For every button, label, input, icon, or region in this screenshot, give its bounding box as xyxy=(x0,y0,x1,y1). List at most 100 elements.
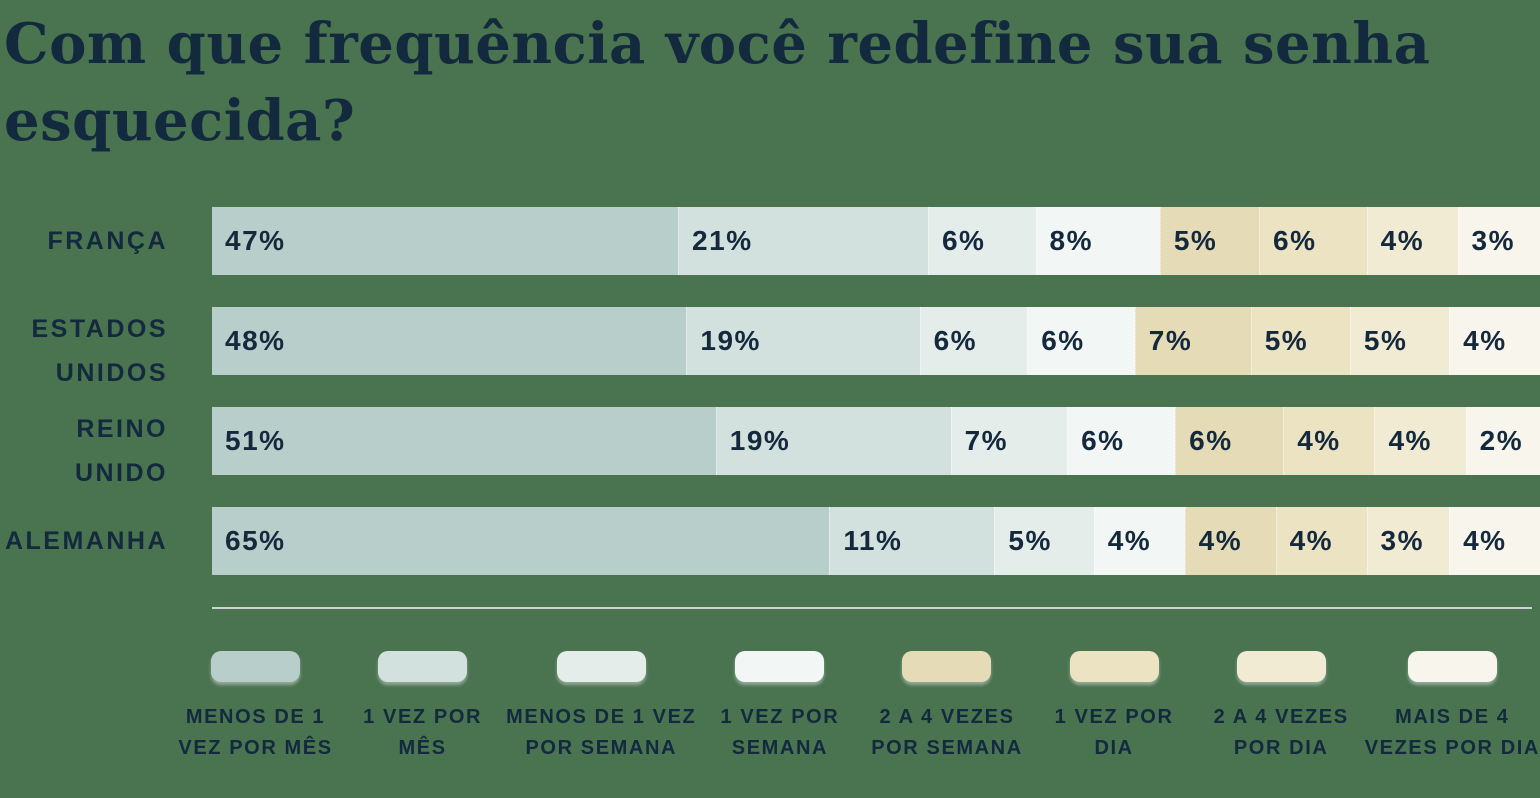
legend-label: MENOS DE 1 VEZ POR SEMANA xyxy=(506,702,696,764)
segment-value-label: 5% xyxy=(1008,525,1052,556)
bar-segment: 7% xyxy=(950,407,1068,475)
category-label: REINO UNIDO xyxy=(0,407,212,495)
legend-label: 2 A 4 VEZES POR SEMANA xyxy=(871,702,1023,764)
legend-swatch xyxy=(1069,651,1159,682)
bar-segment: 2% xyxy=(1465,407,1540,475)
legend-swatch xyxy=(735,651,825,682)
segment-value-label: 4% xyxy=(1463,325,1507,356)
segment-value-label: 19% xyxy=(700,325,761,356)
legend-label-line: VEZ POR MÊS xyxy=(178,737,333,759)
segment-value-label: 11% xyxy=(843,525,903,556)
bar-segment: 3% xyxy=(1366,507,1450,575)
bar-segment: 21% xyxy=(678,207,928,275)
bar-segment: 4% xyxy=(1449,307,1540,375)
bar-segment: 5% xyxy=(1159,207,1260,275)
segment-value-label: 6% xyxy=(1081,425,1125,456)
legend-label-line: SEMANA xyxy=(731,737,829,759)
bar-segment: 4% xyxy=(1366,207,1458,275)
bar-segment: 19% xyxy=(715,407,951,475)
category-label-line: UNIDO xyxy=(74,459,168,487)
legend-label: 1 VEZ POR MÊS xyxy=(363,702,482,764)
stacked-bar: 47% 21% 6% 8% 5% 6% 4% 3% xyxy=(212,207,1540,275)
bar-segment: 8% xyxy=(1035,207,1160,275)
category-label-line: ESTADOS xyxy=(31,315,168,343)
legend-item: 2 A 4 VEZES POR SEMANA xyxy=(863,651,1030,764)
legend-label-line: 1 VEZ POR xyxy=(720,706,840,728)
segment-value-label: 4% xyxy=(1380,225,1425,256)
legend-label-line: POR SEMANA xyxy=(871,737,1023,759)
legend-label-line: MENOS DE 1 xyxy=(185,706,326,728)
chart-title-line-1: Com que frequência você redefine sua sen… xyxy=(4,11,1431,77)
legend-item: 1 VEZ POR DIA xyxy=(1031,651,1198,764)
segment-value-label: 4% xyxy=(1107,525,1152,556)
legend: MENOS DE 1 VEZ POR MÊS 1 VEZ POR MÊS MENOS D… xyxy=(172,651,1540,764)
legend-label-line: POR DIA xyxy=(1233,737,1329,759)
bar-segment: 6% xyxy=(1175,407,1284,475)
legend-swatch xyxy=(378,651,468,682)
segment-value-label: 4% xyxy=(1388,425,1432,456)
segment-value-label: 5% xyxy=(1264,325,1309,356)
bar-segment: 4% xyxy=(1449,507,1540,575)
legend-label-line: DIA xyxy=(1094,737,1134,759)
segment-value-label: 19% xyxy=(729,425,791,456)
segment-value-label: 3% xyxy=(1380,525,1424,556)
legend-swatch xyxy=(902,651,992,682)
divider-line xyxy=(212,607,1532,609)
legend-label: MENOS DE 1 VEZ POR MÊS xyxy=(178,702,332,764)
legend-label: 2 A 4 VEZES POR DIA xyxy=(1214,702,1349,764)
category-label: FRANÇA xyxy=(0,207,212,275)
segment-value-label: 4% xyxy=(1198,525,1243,556)
bar-segment: 5% xyxy=(1349,307,1450,375)
legend-item: 1 VEZ POR SEMANA xyxy=(696,651,863,764)
segment-value-label: 5% xyxy=(1173,225,1218,256)
segment-value-label: 48% xyxy=(225,325,286,356)
category-label: ALEMANHA xyxy=(0,507,212,575)
segment-value-label: 8% xyxy=(1049,225,1094,256)
legend-label: MAIS DE 4 VEZES POR DIA xyxy=(1365,702,1540,764)
bar-segment: 19% xyxy=(686,307,920,375)
segment-value-label: 5% xyxy=(1363,325,1408,356)
bar-segment: 6% xyxy=(1067,407,1176,475)
legend-item: MENOS DE 1 VEZ POR MÊS xyxy=(172,651,339,764)
bar-segment: 5% xyxy=(994,507,1094,575)
segment-value-label: 4% xyxy=(1297,425,1341,456)
segment-value-label: 6% xyxy=(1041,325,1085,356)
stacked-bar: 65% 11% 5% 4% 4% 4% 3% 4% xyxy=(212,507,1540,575)
chart-title: Com que frequência você redefine sua sen… xyxy=(0,0,1540,160)
category-label-line: FRANÇA xyxy=(47,227,168,255)
legend-label: 1 VEZ POR DIA xyxy=(1055,702,1174,764)
bar-row: REINO UNIDO 51% 19% 7% 6% 6% 4% 4% 2% xyxy=(0,407,1540,487)
legend-item: MENOS DE 1 VEZ POR SEMANA xyxy=(506,651,696,764)
legend-label-line: MÊS xyxy=(398,737,447,759)
bar-segment: 51% xyxy=(212,407,716,475)
bar-row: ESTADOS UNIDOS 48% 19% 6% 6% 7% 5% 5% 4% xyxy=(0,307,1540,387)
bar-segment: 6% xyxy=(927,207,1036,275)
segment-value-label: 51% xyxy=(225,425,286,456)
category-label-line: REINO xyxy=(76,415,168,443)
bar-segment: 48% xyxy=(212,307,687,375)
chart-title-line-2: esquecida? xyxy=(4,88,356,154)
legend-label-line: POR SEMANA xyxy=(525,737,678,759)
segment-value-label: 21% xyxy=(692,225,753,256)
segment-value-label: 7% xyxy=(1148,325,1193,356)
category-label: ESTADOS UNIDOS xyxy=(0,307,212,395)
legend-item: 2 A 4 VEZES POR DIA xyxy=(1198,651,1365,764)
bar-row: ALEMANHA 65% 11% 5% 4% 4% 4% 3% 4% xyxy=(0,507,1540,575)
bar-segment: 6% xyxy=(919,307,1028,375)
bar-segment: 3% xyxy=(1457,207,1540,275)
bar-row: FRANÇA 47% 21% 6% 8% 5% 6% 4% 3% xyxy=(0,207,1540,275)
segment-value-label: 65% xyxy=(225,525,286,556)
legend-swatch xyxy=(556,651,646,682)
segment-value-label: 6% xyxy=(1273,225,1317,256)
legend-label-line: 2 A 4 VEZES xyxy=(1213,706,1349,728)
legend-label-line: 2 A 4 VEZES xyxy=(879,706,1015,728)
legend-label: 1 VEZ POR SEMANA xyxy=(720,702,839,764)
bar-segment: 11% xyxy=(829,507,995,575)
segment-value-label: 4% xyxy=(1289,525,1334,556)
legend-swatch xyxy=(1407,651,1497,682)
bar-segment: 65% xyxy=(212,507,830,575)
segment-value-label: 3% xyxy=(1471,225,1515,256)
bar-segment: 4% xyxy=(1275,507,1367,575)
bar-segment: 4% xyxy=(1283,407,1375,475)
